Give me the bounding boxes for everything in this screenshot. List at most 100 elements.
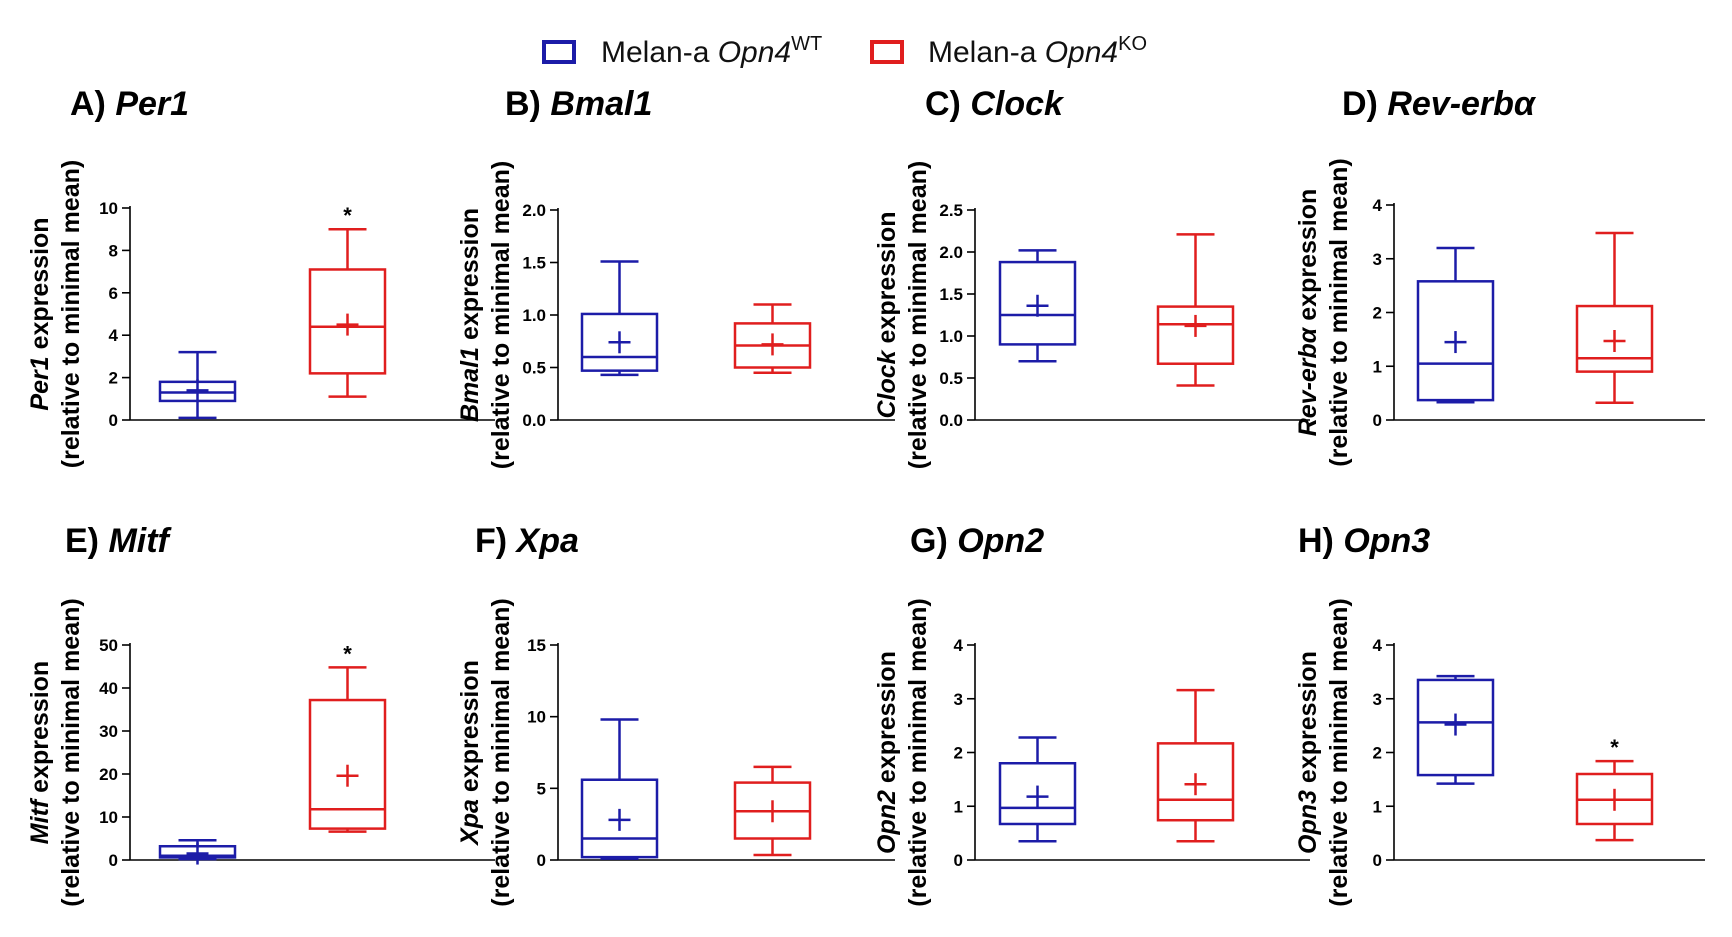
panel-h-ylabel-line2: (relative to minimal mean) — [1325, 598, 1353, 906]
panel-g-ylabel-gene: Opn2 — [873, 790, 901, 854]
panel-a-ylabel: Per1 expression — [26, 217, 54, 410]
legend: Melan-a Opn4WT Melan-a Opn4KO — [542, 33, 1147, 69]
panel-c-box-ko — [1156, 233, 1235, 387]
panel-e-title-label: E) — [65, 522, 108, 560]
panel-b-box-ko — [733, 303, 812, 374]
panel-g-title: G) Opn2 — [910, 522, 1044, 560]
panel-h-title-gene: Opn3 — [1343, 522, 1430, 560]
panel-d-box-ko — [1575, 231, 1654, 405]
panel-c-ylabel: Clock expression — [873, 211, 901, 418]
panel-a-y-tick-label: 6 — [109, 284, 118, 303]
panel-f-y-tick-label: 5 — [537, 779, 546, 798]
panel-e-iqr-box — [308, 698, 387, 830]
panel-g-iqr-box — [998, 762, 1077, 826]
panel-b-y-tick-label: 0.0 — [522, 411, 546, 430]
panel-e-y-tick-label: 10 — [99, 808, 118, 827]
panel-a-y-tick-label: 8 — [109, 241, 118, 260]
panel-d-iqr-box — [1416, 280, 1495, 402]
panel-h-y-tick-label: 4 — [1373, 636, 1383, 655]
panel-g-ylabel-line2: (relative to minimal mean) — [904, 598, 932, 906]
panel-h-y-tick-label: 2 — [1373, 744, 1382, 763]
panel-f-iqr-box — [580, 778, 659, 859]
panel-h-y-tick-label: 0 — [1373, 851, 1382, 870]
panel-a-box-ko: * — [308, 203, 387, 398]
panel-b-y-tick-label: 0.5 — [522, 359, 546, 378]
panel-g-title-label: G) — [910, 522, 957, 560]
legend-label-ko: Melan-a Opn4KO — [928, 33, 1147, 69]
panel-g-ylabel: Opn2 expression — [873, 651, 901, 854]
panel-d-title-gene: Rev-erbα — [1387, 85, 1537, 123]
panel-a-y-tick-label: 4 — [109, 326, 119, 345]
panel-a-title-label: A) — [70, 85, 115, 123]
panel-a-box-wt — [158, 350, 237, 420]
panel-g-y-tick-label: 2 — [954, 744, 963, 763]
panel-h-title-label: H) — [1298, 522, 1343, 560]
panel-h-box-ko: * — [1575, 735, 1654, 842]
panel-c-y-tick-label: 2.0 — [939, 243, 963, 262]
panel-f-ylabel-gene: Xpa — [456, 799, 484, 847]
panel-g-box-wt — [998, 736, 1077, 843]
panel-d-ylabel: Rev-erbα expression — [1294, 189, 1322, 437]
panel-g-y-tick-label: 3 — [954, 690, 963, 709]
panel-a-y-tick-label: 2 — [109, 369, 118, 388]
panel-h-ylabel-gene: Opn3 — [1294, 790, 1322, 854]
panel-e-ylabel-line2: (relative to minimal mean) — [57, 598, 85, 906]
panel-g-iqr-box — [1156, 742, 1235, 822]
panel-e-title: E) Mitf — [65, 522, 173, 560]
legend-swatch-ko — [870, 40, 904, 64]
panel-e-y-tick-label: 50 — [99, 636, 118, 655]
panel-d-ylabel-line2: (relative to minimal mean) — [1325, 158, 1353, 466]
panel-c-y-tick-label: 1.0 — [939, 327, 963, 346]
panel-a-ylabel-gene: Per1 — [26, 356, 54, 410]
panel-d-y-tick-label: 1 — [1373, 357, 1382, 376]
panel-h-title: H) Opn3 — [1298, 522, 1430, 560]
panel-h-significance-star: * — [1610, 735, 1619, 760]
panel-f-y-tick-label: 10 — [527, 708, 546, 727]
panel-g-y-tick-label: 4 — [954, 636, 964, 655]
panel-f-box-ko — [733, 765, 812, 857]
panel-a-ylabel-suffix: expression — [26, 217, 54, 356]
panel-g-y-tick-label: 0 — [954, 851, 963, 870]
panel-b-title-label: B) — [505, 85, 550, 123]
panel-a-y-tick-label: 10 — [99, 199, 118, 218]
panel-e-y-tick-label: 20 — [99, 765, 118, 784]
panel-c-ylabel-line2: (relative to minimal mean) — [904, 161, 932, 469]
panel-c-title-label: C) — [925, 85, 970, 123]
panel-g-box-ko — [1156, 688, 1235, 843]
legend-item-wt: Melan-a Opn4WT — [542, 33, 822, 69]
panel-d-y-tick-label: 4 — [1373, 196, 1383, 215]
panel-b-y-tick-label: 1.5 — [522, 254, 546, 273]
panel-f-title: F) Xpa — [475, 522, 579, 560]
panel-f-ylabel: Xpa expression — [456, 660, 484, 847]
panel-e-box-wt — [158, 838, 237, 865]
panel-e-y-tick-label: 0 — [109, 851, 118, 870]
panel-g-title-gene: Opn2 — [957, 522, 1044, 560]
panel-e-y-tick-label: 30 — [99, 722, 118, 741]
legend-label-wt: Melan-a Opn4WT — [601, 33, 822, 69]
panel-b-ylabel: Bmal1 expression — [456, 208, 484, 422]
panel-f-box-wt — [580, 718, 659, 860]
panel-c-y-tick-label: 0.5 — [939, 369, 963, 388]
panel-d-title: D) Rev-erbα — [1342, 85, 1537, 123]
panel-e-ylabel: Mitf expression — [26, 661, 54, 844]
panel-e-y-tick-label: 40 — [99, 679, 118, 698]
panel-a-title-gene: Per1 — [115, 85, 189, 123]
panel-e-ylabel-suffix: expression — [26, 661, 54, 800]
panel-b-title: B) Bmal1 — [505, 85, 652, 123]
panel-c-y-tick-label: 1.5 — [939, 285, 963, 304]
panel-b-y-tick-label: 1.0 — [522, 306, 546, 325]
panel-f-ylabel-suffix: expression — [456, 660, 484, 799]
panel-c-iqr-box — [1156, 305, 1235, 365]
panel-d-iqr-box — [1575, 304, 1654, 373]
panel-b-y-tick-label: 2.0 — [522, 201, 546, 220]
panel-a-significance-star: * — [343, 203, 352, 228]
panel-h-ylabel: Opn3 expression — [1294, 651, 1322, 854]
panel-f-title-gene: Xpa — [515, 522, 579, 560]
panel-c-ylabel-gene: Clock — [873, 349, 901, 418]
panel-e-title-gene: Mitf — [108, 522, 172, 560]
panel-f-title-label: F) — [475, 522, 517, 560]
